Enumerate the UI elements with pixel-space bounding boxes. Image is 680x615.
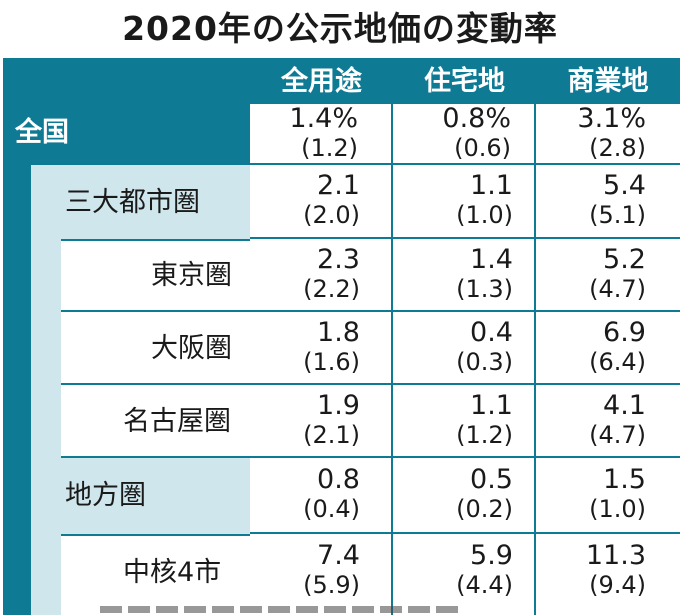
prev-value: (9.4) [589, 571, 646, 599]
row-label-major: 三大都市圏 [65, 187, 200, 218]
label-cell-osaka [61, 312, 250, 385]
label-cell-tokyo [61, 239, 250, 312]
prev-value: (1.0) [456, 201, 513, 229]
change-value: 0.8 [317, 464, 360, 495]
prev-value: (4.4) [456, 571, 513, 599]
change-value: 1.4% [289, 103, 358, 134]
change-value: 7.4 [317, 540, 360, 571]
change-value: 11.3 [585, 540, 646, 571]
change-value: 5.2 [603, 244, 646, 275]
value-cell [393, 312, 536, 385]
prev-value: (1.2) [301, 134, 358, 162]
change-value: 1.1 [470, 390, 513, 421]
value-cell [250, 385, 393, 458]
col-header-commercial: 商業地 [567, 66, 649, 97]
row-label-regional: 地方圏 [65, 480, 146, 511]
prev-value: (1.2) [456, 421, 513, 449]
label-cell-nagoya [61, 385, 250, 458]
change-value: 1.1 [470, 170, 513, 201]
prev-value: (0.6) [454, 134, 511, 162]
prev-value: (5.1) [589, 201, 646, 229]
change-value: 2.3 [317, 244, 360, 275]
change-value: 0.5 [470, 464, 513, 495]
prev-value: (2.2) [303, 275, 360, 303]
value-cell [250, 534, 393, 615]
value-cell [250, 239, 393, 312]
value-cell [536, 165, 680, 239]
data-table: 全用途 住宅地 商業地 全国 三大都市圏 東京圏 大阪圏 名古屋圏 地方圏 中核… [3, 58, 680, 615]
prev-value: (2.1) [303, 421, 360, 449]
row-label-osaka: 大阪圏 [151, 333, 232, 364]
row-label-core4: 中核4市 [123, 557, 222, 588]
prev-value: (2.0) [303, 201, 360, 229]
label-cell-major [31, 165, 250, 239]
page-title: 2020年の公示地価の変動率 [122, 9, 558, 48]
row-label-nagoya: 名古屋圏 [123, 406, 231, 437]
row-label-national: 全国 [15, 117, 69, 148]
value-cell [393, 534, 536, 615]
change-value: 6.9 [603, 317, 646, 348]
prev-value: (4.7) [589, 275, 646, 303]
change-value: 5.4 [603, 170, 646, 201]
change-value: 1.8 [317, 317, 360, 348]
change-value: 1.4 [470, 244, 513, 275]
value-cell [393, 385, 536, 458]
change-value: 0.8% [442, 103, 511, 134]
value-cell [393, 458, 536, 534]
value-cell [250, 165, 393, 239]
prev-value: (1.0) [589, 495, 646, 523]
prev-value: (0.3) [456, 348, 513, 376]
value-cell [536, 239, 680, 312]
value-cell [536, 312, 680, 385]
change-value: 3.1% [577, 103, 646, 134]
prev-value: (5.9) [303, 571, 360, 599]
row-label-tokyo: 東京圏 [151, 260, 232, 291]
change-value: 1.5 [603, 464, 646, 495]
value-cell [536, 104, 680, 165]
value-cell [250, 458, 393, 534]
value-cell [393, 165, 536, 239]
prev-value: (0.2) [456, 495, 513, 523]
col-header-residential: 住宅地 [424, 66, 505, 97]
label-cell-core4 [61, 534, 250, 615]
prev-value: (1.6) [303, 348, 360, 376]
prev-value: (2.8) [589, 134, 646, 162]
prev-value: (6.4) [589, 348, 646, 376]
change-value: 1.9 [317, 390, 360, 421]
col-header-all: 全用途 [281, 66, 362, 97]
value-cell [536, 534, 680, 615]
change-value: 0.4 [470, 317, 513, 348]
change-value: 4.1 [603, 390, 646, 421]
change-value: 5.9 [470, 540, 513, 571]
prev-value: (1.3) [456, 275, 513, 303]
prev-value: (0.4) [303, 495, 360, 523]
value-cell [250, 104, 393, 165]
value-cell [536, 458, 680, 534]
cropped-footnote [100, 606, 460, 613]
value-cell [393, 239, 536, 312]
change-value: 2.1 [317, 170, 360, 201]
value-cell [393, 104, 536, 165]
prev-value: (4.7) [589, 421, 646, 449]
value-cell [250, 312, 393, 385]
value-cell [536, 385, 680, 458]
